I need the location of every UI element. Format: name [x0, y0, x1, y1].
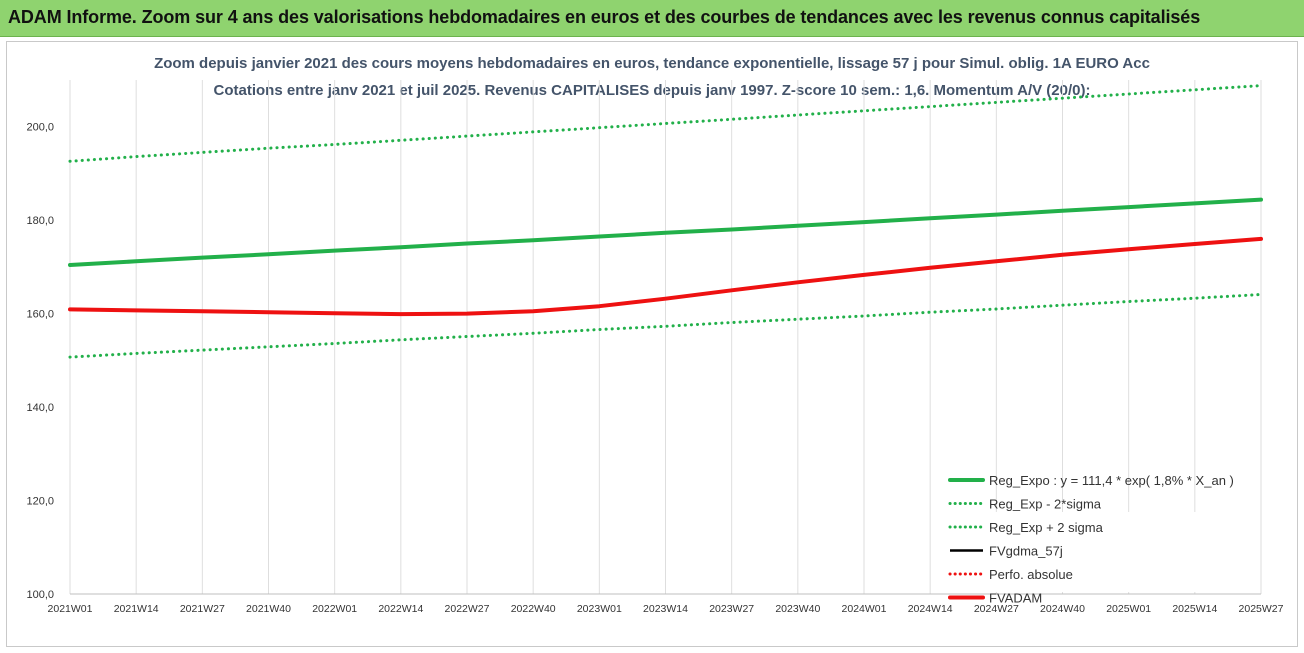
x-tick-label: 2022W40: [511, 603, 556, 615]
gridlines: [69, 80, 1262, 594]
x-tick-label: 2021W14: [114, 603, 159, 615]
x-tick-label: 2023W01: [577, 603, 622, 615]
legend-entry: Reg_Exp - 2*sigma: [989, 497, 1102, 512]
legend-entry: Reg_Exp + 2 sigma: [989, 520, 1104, 535]
legend-entry: Reg_Expo : y = 111,4 * exp( 1,8% * X_an …: [989, 473, 1234, 488]
chart-frame: Zoom depuis janvier 2021 des cours moyen…: [6, 41, 1298, 647]
report-banner: ADAM Informe. Zoom sur 4 ans des valoris…: [0, 0, 1304, 37]
line-chart: Zoom depuis janvier 2021 des cours moyen…: [26, 55, 1283, 615]
y-tick-label: 120,0: [26, 496, 54, 508]
y-tick-label: 140,0: [26, 402, 54, 414]
x-tick-label: 2024W01: [842, 603, 887, 615]
y-tick-label: 160,0: [26, 309, 54, 321]
x-tick-label: 2022W27: [445, 603, 490, 615]
y-tick-label: 100,0: [26, 589, 54, 601]
x-tick-label: 2024W27: [974, 603, 1019, 615]
legend-entry: Perfo. absolue: [989, 567, 1073, 582]
legend-entry: FVgdma_57j: [989, 544, 1063, 559]
x-tick-label: 2024W40: [1040, 603, 1085, 615]
x-tick-label: 2022W14: [378, 603, 423, 615]
chart-subtitle: Cotations entre janv 2021 et juil 2025. …: [214, 82, 1091, 99]
x-tick-label: 2025W14: [1172, 603, 1217, 615]
x-tick-label: 2025W01: [1106, 603, 1151, 615]
legend-entry: FVADAM: [989, 591, 1042, 606]
y-tick-label: 180,0: [26, 215, 54, 227]
x-tick-label: 2021W27: [180, 603, 225, 615]
x-tick-label: 2025W27: [1239, 603, 1284, 615]
legend-mask: [937, 512, 1257, 592]
x-tick-label: 2023W27: [709, 603, 754, 615]
series-fvadam: [68, 236, 1263, 317]
x-tick-label: 2023W40: [775, 603, 820, 615]
series-reg-expo-y-111-4-exp-1-8-x-an: [68, 197, 1263, 267]
series-reg-exp-2-sigma: [68, 84, 1263, 163]
y-tick-label: 200,0: [26, 122, 54, 134]
chart-title: Zoom depuis janvier 2021 des cours moyen…: [154, 55, 1150, 72]
axes: 2021W01 2021W14 2021W27 2021W40 2022W01 2022W…: [26, 122, 1283, 615]
series-lines: [68, 84, 1263, 359]
series-reg-exp-2-sigma: [68, 293, 1263, 359]
x-tick-label: 2022W01: [312, 603, 357, 615]
legend: Reg_Expo : y = 111,4 * exp( 1,8% * X_an …: [948, 473, 1234, 606]
x-tick-label: 2021W40: [246, 603, 291, 615]
report-title: ADAM Informe. Zoom sur 4 ans des valoris…: [8, 7, 1201, 27]
x-tick-label: 2024W14: [908, 603, 953, 615]
x-tick-label: 2021W01: [48, 603, 93, 615]
x-tick-label: 2023W14: [643, 603, 688, 615]
